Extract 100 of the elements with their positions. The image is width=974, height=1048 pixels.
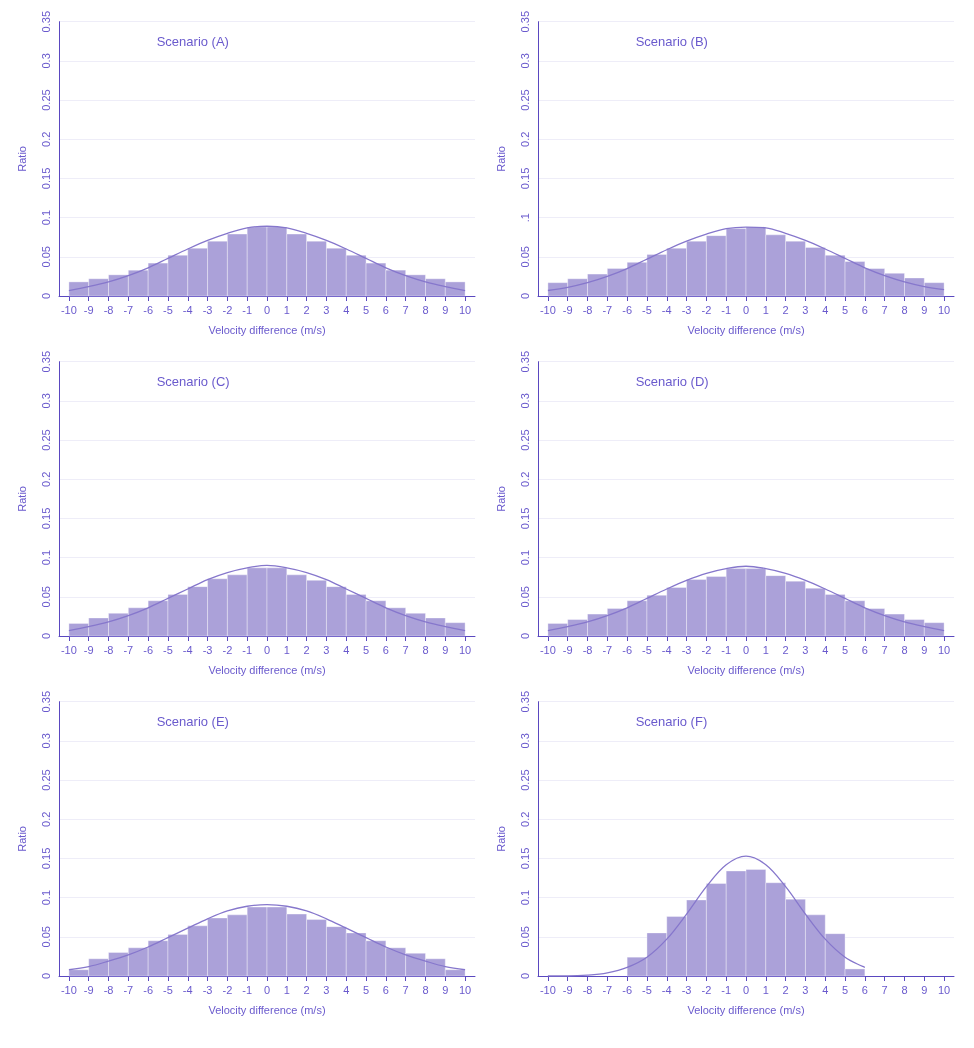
x-tick-label: 6 bbox=[382, 303, 389, 316]
x-tick-label: 1 bbox=[283, 303, 290, 316]
x-tick-label: 8 bbox=[901, 983, 908, 996]
x-tick-label: 8 bbox=[901, 643, 908, 656]
x-tick-label: -6 bbox=[143, 983, 154, 996]
x-tick-label: 3 bbox=[323, 983, 330, 996]
x-tick-label: -7 bbox=[602, 643, 613, 656]
x-tick-label: -3 bbox=[681, 303, 692, 316]
text: Scenario (C) bbox=[156, 374, 230, 389]
y-tick-label: 0 bbox=[39, 292, 52, 300]
x-tick-label: 4 bbox=[822, 303, 829, 316]
x-tick-label: 5 bbox=[362, 303, 370, 316]
y-tick-label: 0.2 bbox=[39, 471, 52, 487]
x-tick-label: 5 bbox=[362, 643, 370, 656]
y-tick-label: 0 bbox=[518, 632, 531, 640]
text: Scenario (A) bbox=[156, 34, 229, 49]
x-tick-label: 2 bbox=[782, 303, 789, 316]
y-tick-label: 0.1 bbox=[39, 549, 52, 566]
x-tick-label: 8 bbox=[422, 643, 429, 656]
x-tick-label: -10 bbox=[60, 643, 77, 656]
x-tick-label: 9 bbox=[442, 303, 449, 316]
x-tick-label: 6 bbox=[382, 643, 389, 656]
x-tick-label: 4 bbox=[343, 643, 350, 656]
x-tick-label: -4 bbox=[661, 983, 672, 996]
x-tick-label: -5 bbox=[642, 303, 652, 316]
x-axis-title: Velocity difference (m/s) bbox=[687, 323, 805, 336]
x-tick-label: 6 bbox=[382, 983, 389, 996]
x-tick-label: 9 bbox=[921, 643, 928, 656]
y-tick-label: 0.25 bbox=[39, 89, 52, 111]
x-tick-label: 7 bbox=[881, 983, 888, 996]
x-tick-label: -3 bbox=[202, 643, 213, 656]
y-tick-label: 0.3 bbox=[39, 733, 52, 749]
y-tick-label: 0.05 bbox=[39, 246, 52, 268]
y-axis-title: Ratio bbox=[494, 826, 507, 852]
y-tick-label: 0.05 bbox=[518, 586, 531, 608]
text: Scenario (F) bbox=[635, 714, 708, 729]
x-tick-label: -4 bbox=[182, 983, 193, 996]
x-tick-label: -1 bbox=[242, 303, 253, 316]
x-tick-label: -10 bbox=[539, 643, 556, 656]
x-tick-label: 4 bbox=[822, 983, 829, 996]
x-tick-label: -8 bbox=[103, 643, 114, 656]
y-tick-label: 0.1 bbox=[39, 209, 52, 226]
x-tick-label: -8 bbox=[582, 983, 593, 996]
y-tick-label: 0.2 bbox=[518, 471, 531, 487]
x-tick-label: 1 bbox=[762, 303, 769, 316]
x-axis-title: Velocity difference (m/s) bbox=[208, 1003, 326, 1016]
x-tick-label: 0 bbox=[263, 303, 271, 316]
y-tick-label: 0.3 bbox=[39, 53, 52, 69]
y-tick-label: 0.15 bbox=[518, 507, 531, 530]
x-tick-label: -5 bbox=[642, 643, 652, 656]
x-tick-label: 5 bbox=[362, 983, 370, 996]
text: Scenario (B) bbox=[635, 34, 708, 49]
y-tick-label: 0.35 bbox=[518, 350, 531, 373]
x-tick-label: -7 bbox=[602, 303, 613, 316]
x-tick-label: 2 bbox=[303, 303, 310, 316]
y-tick-label: 0.35 bbox=[39, 690, 52, 713]
y-axis-title: Ratio bbox=[15, 826, 28, 852]
x-tick-label: -9 bbox=[562, 643, 573, 656]
x-tick-label: -4 bbox=[661, 303, 672, 316]
x-tick-label: -1 bbox=[242, 643, 253, 656]
y-tick-label: 0.3 bbox=[518, 53, 531, 69]
x-tick-label: 3 bbox=[323, 643, 330, 656]
x-tick-label: 7 bbox=[402, 303, 409, 316]
x-tick-label: 3 bbox=[802, 643, 809, 656]
y-axis-title: Ratio bbox=[15, 486, 28, 512]
y-tick-label: 0.25 bbox=[518, 429, 531, 451]
y-axis-title: Ratio bbox=[15, 146, 28, 172]
x-tick-label: -5 bbox=[163, 983, 173, 996]
y-tick-label: 0.3 bbox=[518, 733, 531, 749]
x-tick-label: 3 bbox=[802, 303, 809, 316]
x-tick-label: 0 bbox=[263, 983, 271, 996]
x-tick-label: -1 bbox=[721, 983, 732, 996]
x-tick-label: 0 bbox=[742, 643, 750, 656]
x-tick-label: -2 bbox=[701, 983, 712, 996]
y-tick-label: 0.15 bbox=[39, 167, 52, 190]
y-tick-label: 0.35 bbox=[518, 10, 531, 33]
x-tick-label: -9 bbox=[83, 983, 94, 996]
x-tick-label: 10 bbox=[458, 643, 472, 656]
x-tick-label: -4 bbox=[661, 643, 672, 656]
x-tick-label: -4 bbox=[182, 303, 193, 316]
x-tick-label: -1 bbox=[242, 983, 253, 996]
x-tick-label: 10 bbox=[937, 983, 951, 996]
x-tick-label: 6 bbox=[861, 983, 868, 996]
x-tick-label: 5 bbox=[841, 643, 849, 656]
x-tick-label: 3 bbox=[323, 303, 330, 316]
x-tick-label: -6 bbox=[622, 983, 633, 996]
x-tick-label: 10 bbox=[458, 303, 472, 316]
x-tick-label: -6 bbox=[622, 303, 633, 316]
x-tick-label: -2 bbox=[222, 303, 233, 316]
x-tick-label: 3 bbox=[802, 983, 809, 996]
x-tick-label: 7 bbox=[402, 643, 409, 656]
x-tick-label: -9 bbox=[83, 643, 94, 656]
x-tick-label: 9 bbox=[921, 303, 928, 316]
x-tick-label: -3 bbox=[202, 983, 213, 996]
x-tick-label: -9 bbox=[83, 303, 94, 316]
x-tick-label: 8 bbox=[422, 303, 429, 316]
y-tick-label: 0.3 bbox=[518, 393, 531, 409]
y-tick-label: 0.35 bbox=[39, 10, 52, 33]
x-tick-label: 4 bbox=[343, 303, 350, 316]
x-tick-label: -2 bbox=[222, 643, 233, 656]
